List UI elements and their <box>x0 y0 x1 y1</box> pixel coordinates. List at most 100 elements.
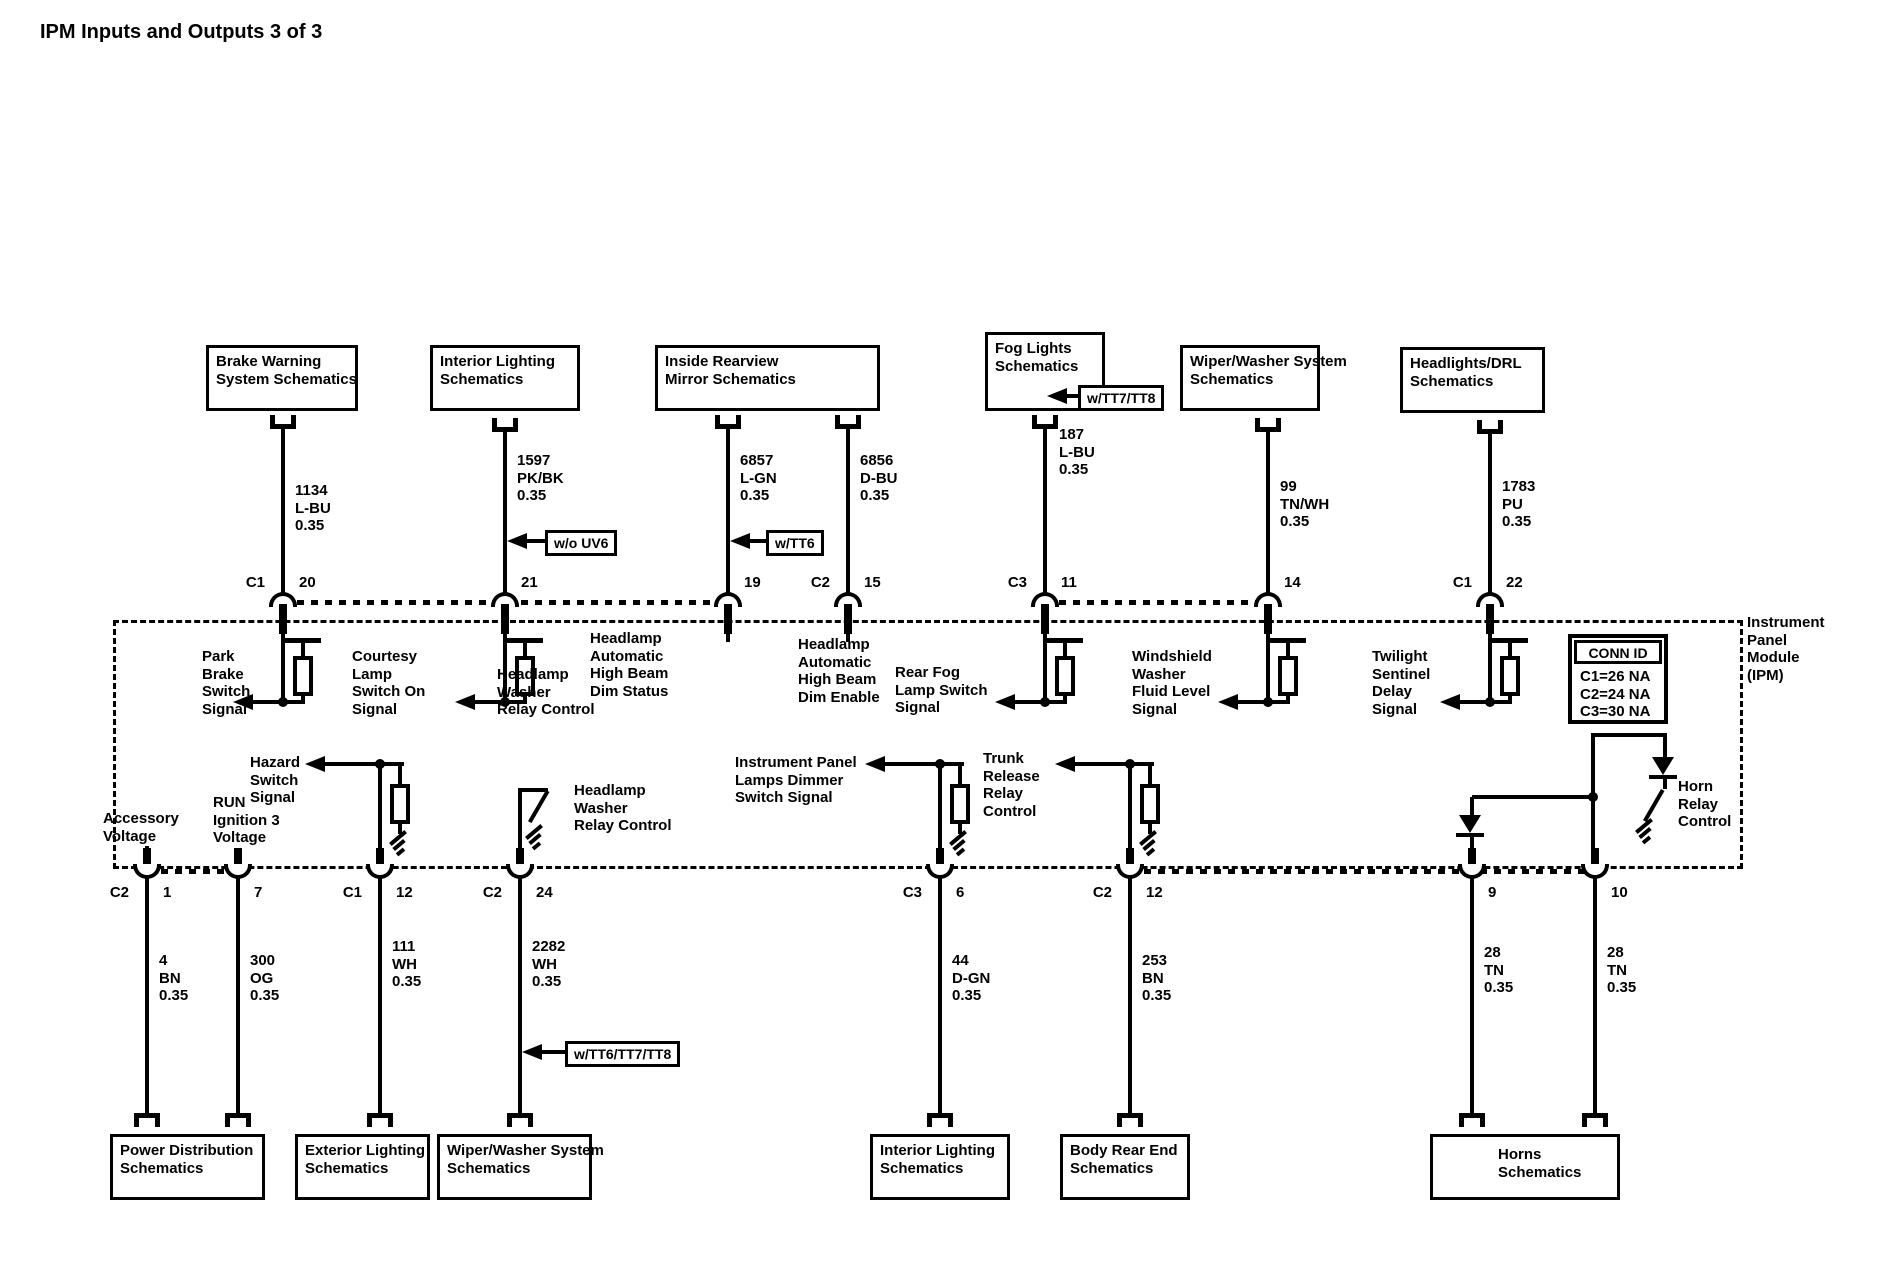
connector-stub <box>724 604 732 634</box>
wire-253-bn <box>1128 878 1132 1114</box>
connector-fork <box>835 415 861 429</box>
connector-stub <box>143 848 151 866</box>
wire-segment <box>1286 641 1290 657</box>
connector-label-c1: C1 <box>342 884 362 901</box>
signal-ip-dimmer: Instrument Panel Lamps Dimmer Switch Sig… <box>735 754 857 806</box>
connector-fork <box>1582 1113 1608 1127</box>
connector-fork <box>1255 418 1281 432</box>
resistor <box>1140 784 1160 824</box>
connector-stub <box>844 604 852 634</box>
box-brake-warning-label: Brake Warning System Schematics <box>216 353 357 388</box>
connector-arc <box>1031 592 1059 607</box>
tag-arrow-line <box>542 1050 565 1054</box>
pin-1: 1 <box>163 884 172 901</box>
pin-24: 24 <box>536 884 553 901</box>
wire-99-tn-wh <box>1266 432 1270 598</box>
wire-label-2282: 2282 WH 0.35 <box>532 938 566 990</box>
wire-segment <box>1075 762 1154 766</box>
signal-hazard: Hazard Switch Signal <box>250 754 301 806</box>
connector-stub <box>1126 848 1134 866</box>
connector-label-c2: C2 <box>810 574 830 591</box>
connector-arc <box>366 864 394 879</box>
resistor <box>1055 656 1075 696</box>
box-headlights-drl <box>1400 347 1545 413</box>
wire-segment <box>1148 822 1152 834</box>
wire-segment <box>958 762 962 786</box>
junction-dot <box>1263 697 1273 707</box>
wire-segment <box>301 694 305 703</box>
wire-1597-pk-bk <box>503 432 507 598</box>
box-horns-label: Horns Schematics <box>1498 1146 1582 1181</box>
junction-dot <box>1040 697 1050 707</box>
box-headlights-drl-label: Headlights/DRL Schematics <box>1410 355 1522 390</box>
connector-fork <box>927 1113 953 1127</box>
connector-stub <box>1486 604 1494 634</box>
wire-1134-l-bu <box>281 429 285 598</box>
wire-4-bn <box>145 878 149 1114</box>
wire-label-28a: 28 TN 0.35 <box>1484 944 1514 996</box>
wire-segment <box>518 790 522 863</box>
wire-1783-pu <box>1488 434 1492 598</box>
wire-segment <box>1591 733 1667 737</box>
connector-label-c1: C1 <box>1452 574 1472 591</box>
tag-arrow-line <box>527 539 545 543</box>
pin-14: 14 <box>1284 574 1301 591</box>
wire-6856-d-bu <box>846 429 850 598</box>
connector-arc <box>1116 864 1144 879</box>
tag-arrow-line <box>1067 394 1078 398</box>
connector-arc <box>1458 864 1486 879</box>
signal-run-ignition: RUN Ignition 3 Voltage <box>213 794 280 846</box>
connector-stub <box>936 848 944 866</box>
connector-fork <box>225 1113 251 1127</box>
box-wiper-washer-top-label: Wiper/Washer System Schematics <box>1190 353 1347 388</box>
wire-segment <box>1488 630 1492 702</box>
wire-segment <box>846 620 850 642</box>
connector-arc <box>224 864 252 879</box>
wire-segment <box>726 620 730 642</box>
arrowhead-icon <box>1440 694 1460 710</box>
pin-9: 9 <box>1488 884 1497 901</box>
connector-stub <box>1041 604 1049 634</box>
wire-segment <box>1508 694 1512 703</box>
wire-segment <box>1043 630 1047 702</box>
junction-dot <box>500 697 510 707</box>
wire-label-1134: 1134 L-BU 0.35 <box>295 482 331 534</box>
signal-trunk-release: Trunk Release Relay Control <box>983 750 1040 820</box>
connector-fork <box>134 1113 160 1127</box>
connector-arc <box>133 864 161 879</box>
box-body-rear-end <box>1060 1134 1190 1200</box>
wire-6857-l-gn <box>726 429 730 598</box>
wire-label-44: 44 D-GN 0.35 <box>952 952 991 1004</box>
connector-arc <box>1581 864 1609 879</box>
box-wiper-washer-bottom-label: Wiper/Washer System Schematics <box>447 1142 604 1177</box>
signal-dim-status: Headlamp Automatic High Beam Dim Status <box>590 630 669 700</box>
connector-stub <box>516 848 524 866</box>
tag-wo-uv6: w/o UV6 <box>545 530 618 556</box>
connector-arc <box>926 864 954 879</box>
diode-icon <box>1459 815 1481 833</box>
conn-id-rows: C1=26 NA C2=24 NA C3=30 NA <box>1580 668 1651 720</box>
wire-segment <box>398 762 402 786</box>
tag-arrow-line <box>750 539 766 543</box>
wire-label-300: 300 OG 0.35 <box>250 952 280 1004</box>
signal-horn-relay: Horn Relay Control <box>1678 778 1732 830</box>
resistor <box>293 656 313 696</box>
wire-44-d-gn <box>938 878 942 1114</box>
box-wiper-washer-bottom <box>437 1134 592 1200</box>
pin-12b: 12 <box>1146 884 1163 901</box>
box-interior-lighting-bottom <box>870 1134 1010 1200</box>
signal-headlamp-washer-bottom: Headlamp Washer Relay Control <box>574 782 672 834</box>
wire-label-1783: 1783 PU 0.35 <box>1502 478 1536 530</box>
wire-segment <box>1266 630 1270 702</box>
ground-icon <box>1632 818 1660 846</box>
connector-label-c2: C2 <box>482 884 502 901</box>
wire-label-99: 99 TN/WH 0.35 <box>1280 478 1330 530</box>
box-exterior-lighting <box>295 1134 430 1200</box>
connector-stub <box>279 604 287 634</box>
arrowhead-icon <box>730 533 750 549</box>
wire-label-28b: 28 TN 0.35 <box>1607 944 1637 996</box>
wire-segment <box>281 630 285 702</box>
box-power-distribution-label: Power Distribution Schematics <box>120 1142 254 1177</box>
connector-stub <box>1468 848 1476 866</box>
